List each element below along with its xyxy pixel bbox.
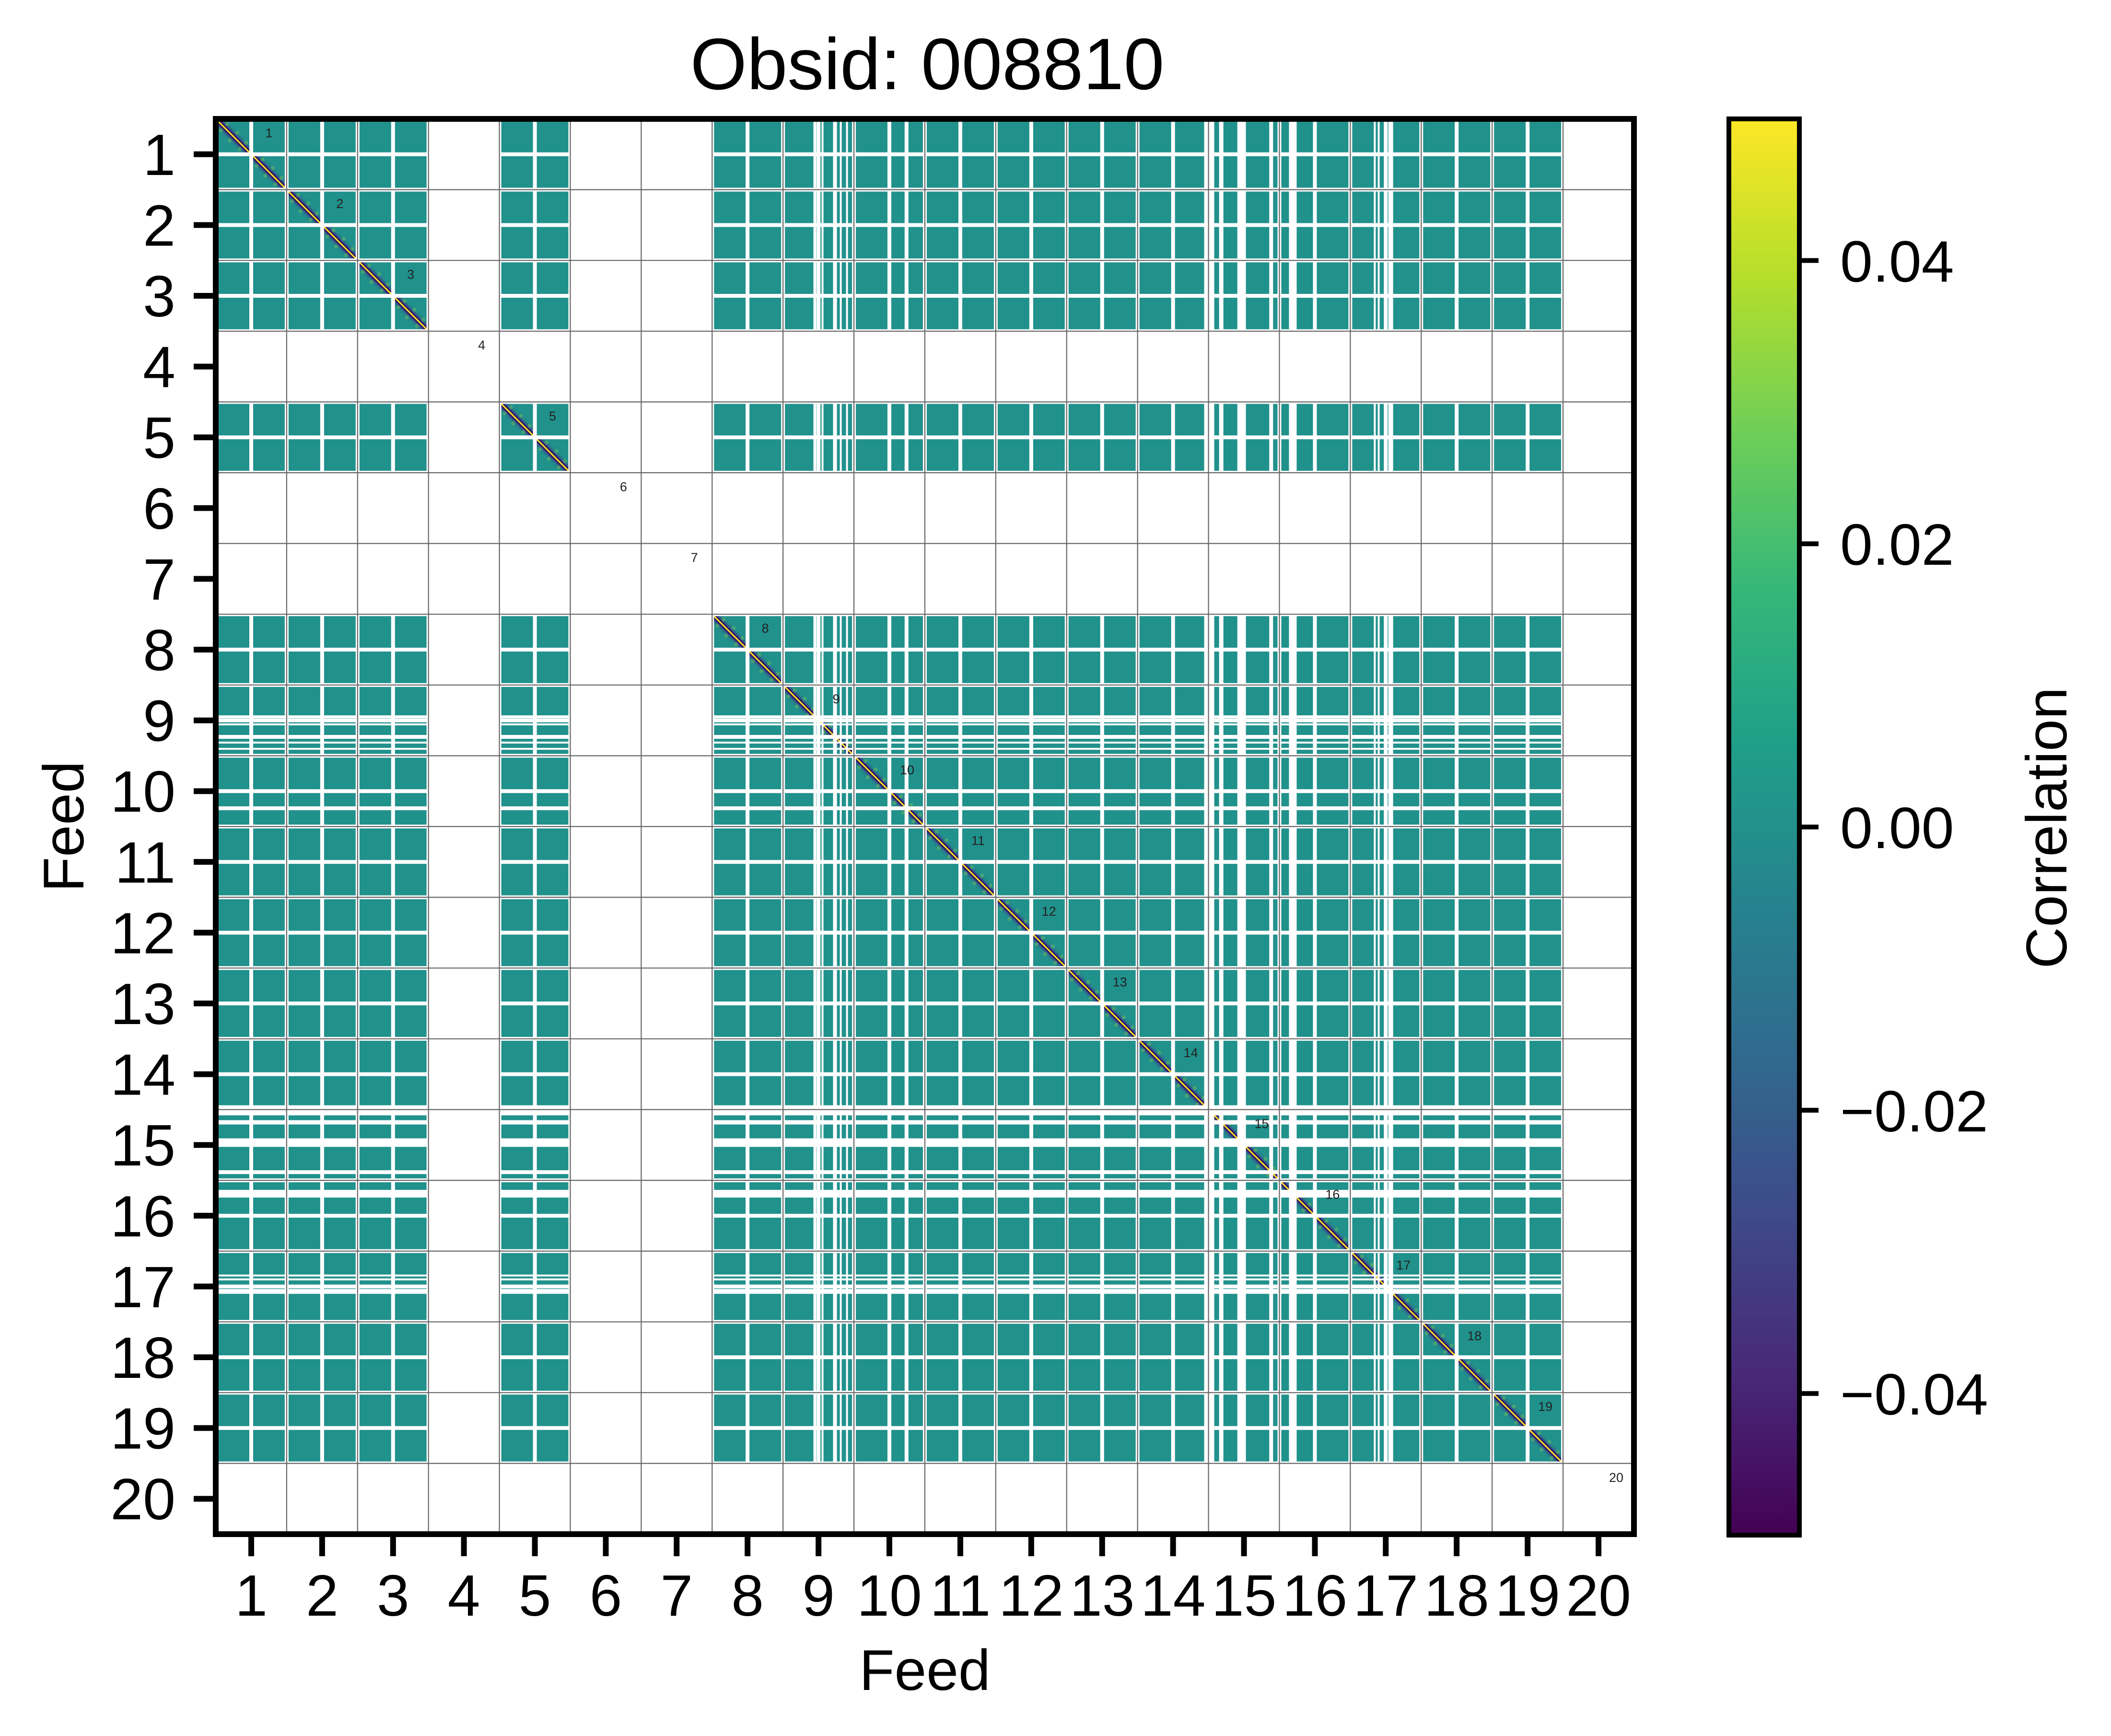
svg-text:8: 8 <box>762 621 769 636</box>
svg-text:15: 15 <box>110 1113 175 1178</box>
svg-text:3: 3 <box>143 264 175 329</box>
svg-text:2: 2 <box>306 1563 338 1628</box>
svg-text:12: 12 <box>999 1563 1064 1628</box>
svg-text:11: 11 <box>115 830 175 895</box>
svg-text:10: 10 <box>900 763 914 777</box>
svg-text:13: 13 <box>110 971 175 1037</box>
svg-text:5: 5 <box>143 405 175 470</box>
svg-text:18: 18 <box>1424 1563 1489 1628</box>
svg-text:2: 2 <box>143 193 175 258</box>
svg-text:4: 4 <box>448 1563 480 1628</box>
svg-text:−0.02: −0.02 <box>1840 1079 1988 1144</box>
svg-text:9: 9 <box>833 692 840 706</box>
svg-text:6: 6 <box>590 1563 622 1628</box>
svg-text:11: 11 <box>930 1563 991 1628</box>
svg-text:Obsid: 008810: Obsid: 008810 <box>690 23 1165 105</box>
svg-text:14: 14 <box>110 1042 175 1107</box>
svg-text:20: 20 <box>1609 1470 1623 1485</box>
svg-text:Feed: Feed <box>859 1638 991 1702</box>
svg-text:16: 16 <box>1283 1563 1348 1628</box>
svg-text:16: 16 <box>1325 1187 1340 1201</box>
svg-text:Feed: Feed <box>32 761 96 892</box>
svg-text:6: 6 <box>620 479 627 494</box>
svg-text:5: 5 <box>549 409 556 423</box>
svg-text:1: 1 <box>143 122 175 187</box>
svg-text:15: 15 <box>1212 1563 1277 1628</box>
svg-text:17: 17 <box>1396 1258 1411 1272</box>
svg-text:19: 19 <box>1495 1563 1560 1628</box>
svg-text:7: 7 <box>691 550 698 565</box>
svg-text:17: 17 <box>110 1254 175 1319</box>
svg-text:20: 20 <box>110 1467 175 1532</box>
svg-text:19: 19 <box>110 1396 175 1461</box>
svg-text:18: 18 <box>1467 1329 1481 1343</box>
svg-text:13: 13 <box>1070 1563 1135 1628</box>
svg-text:6: 6 <box>143 476 175 541</box>
svg-text:15: 15 <box>1254 1117 1269 1131</box>
svg-text:10: 10 <box>110 759 175 824</box>
svg-text:3: 3 <box>407 268 414 282</box>
svg-text:1: 1 <box>265 126 272 140</box>
svg-text:0.02: 0.02 <box>1840 512 1954 577</box>
svg-text:20: 20 <box>1566 1563 1631 1628</box>
svg-text:0.00: 0.00 <box>1840 795 1954 861</box>
svg-text:8: 8 <box>731 1563 764 1628</box>
svg-text:3: 3 <box>377 1563 409 1628</box>
svg-text:−0.04: −0.04 <box>1840 1362 1988 1427</box>
svg-text:7: 7 <box>660 1563 693 1628</box>
svg-text:5: 5 <box>519 1563 551 1628</box>
svg-text:4: 4 <box>478 338 485 352</box>
svg-text:12: 12 <box>1042 904 1056 919</box>
svg-text:Correlation: Correlation <box>2015 687 2079 969</box>
svg-text:13: 13 <box>1113 975 1127 990</box>
svg-text:12: 12 <box>110 900 175 966</box>
svg-text:10: 10 <box>857 1563 922 1628</box>
svg-text:14: 14 <box>1184 1046 1198 1060</box>
svg-text:16: 16 <box>110 1184 175 1249</box>
svg-text:14: 14 <box>1141 1563 1206 1628</box>
svg-text:9: 9 <box>143 688 175 754</box>
svg-text:17: 17 <box>1353 1563 1418 1628</box>
svg-text:1: 1 <box>235 1563 268 1628</box>
svg-text:4: 4 <box>143 335 175 400</box>
svg-text:18: 18 <box>110 1325 175 1390</box>
svg-text:8: 8 <box>143 618 175 683</box>
svg-text:7: 7 <box>143 547 175 612</box>
svg-text:11: 11 <box>971 833 985 848</box>
svg-text:2: 2 <box>336 197 343 211</box>
svg-text:19: 19 <box>1538 1399 1552 1414</box>
svg-text:0.04: 0.04 <box>1840 229 1954 294</box>
svg-text:9: 9 <box>802 1563 835 1628</box>
